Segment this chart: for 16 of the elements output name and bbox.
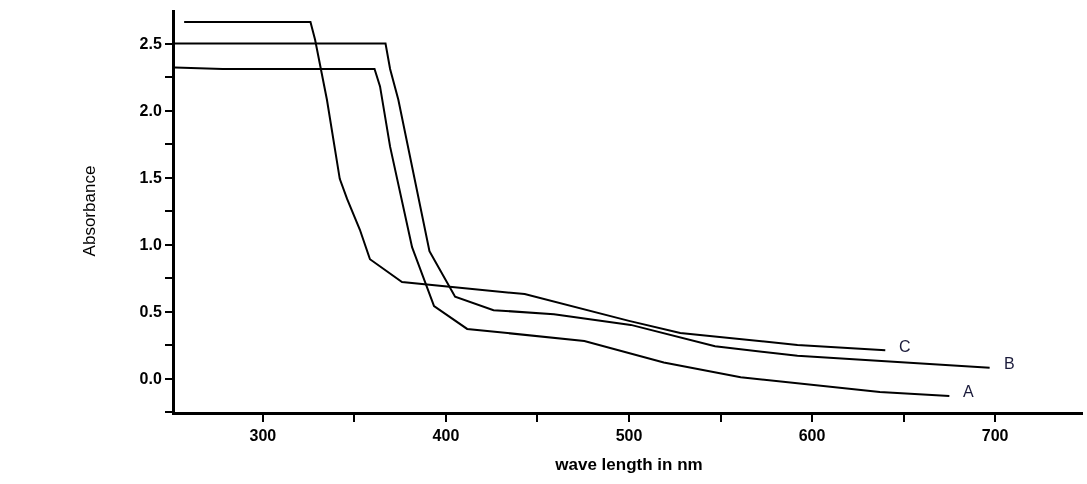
x-tick-label: 700: [981, 427, 1009, 445]
y-axis-title: Absorbance: [80, 165, 100, 257]
series-label: C: [899, 338, 911, 355]
x-tick-label: 600: [798, 427, 826, 445]
x-tick-label: 300: [249, 427, 277, 445]
x-tick-label: 400: [432, 427, 460, 445]
series-label: B: [1004, 355, 1015, 372]
series-label: A: [963, 383, 974, 400]
x-axis-title: wave length in nm: [554, 454, 703, 474]
y-tick-label: 0.0: [139, 370, 162, 388]
x-tick-label: 500: [615, 427, 643, 445]
y-tick-label: 0.5: [139, 303, 162, 321]
y-tick-label: 1.0: [139, 236, 162, 254]
y-tick-label: 1.5: [139, 169, 162, 187]
y-tick-label: 2.5: [139, 35, 162, 53]
y-tick-label: 2.0: [139, 102, 162, 120]
